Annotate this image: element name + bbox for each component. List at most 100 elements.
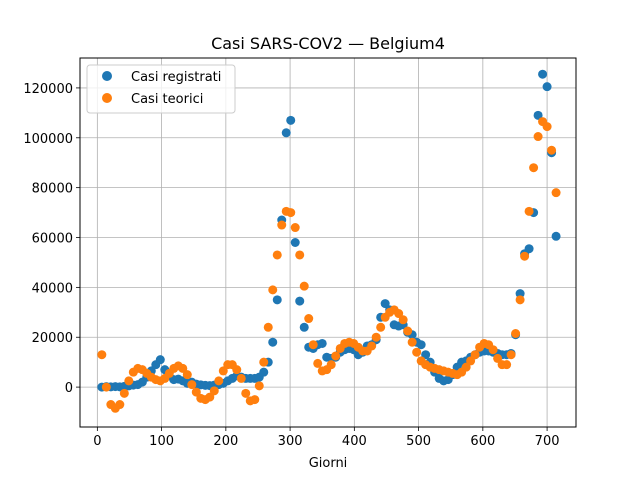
x-axis-ticks: 0 100 200 300 400 500 600 700 [93,427,560,449]
data-points [97,69,561,413]
data-point-casi-teorici [178,363,188,373]
y-tick-label: 120000 [23,82,73,97]
data-point-casi-teorici [371,332,381,342]
data-point-casi-teorici [466,356,476,366]
legend-label-casi-registrati: Casi registrati [131,70,221,85]
data-point-casi-teorici [232,365,242,375]
y-tick-label: 80000 [32,182,73,197]
data-point-casi-teorici [214,376,224,386]
data-point-casi-teorici [236,373,246,383]
data-point-casi-teorici [367,341,377,351]
data-point-casi-teorici [551,188,561,198]
data-point-casi-teorici [299,281,309,291]
data-point-casi-teorici [533,132,543,142]
grid-lines [80,58,576,427]
x-axis-label: Giorni [309,456,348,471]
data-point-casi-teorici [205,392,215,402]
y-tick-label: 0 [65,381,73,396]
data-point-casi-teorici [493,353,503,363]
data-point-casi-teorici [308,340,318,350]
y-tick-label: 60000 [32,232,73,247]
data-point-casi-teorici [403,326,413,336]
data-point-casi-teorici [259,357,269,367]
x-tick-label: 400 [342,434,367,449]
data-point-casi-teorici [254,381,264,391]
data-point-casi-registrati [542,82,552,92]
data-point-casi-teorici [268,285,278,295]
data-point-casi-teorici [304,314,314,324]
data-point-casi-registrati [295,296,305,306]
y-tick-label: 40000 [32,281,73,296]
x-tick-label: 100 [149,434,174,449]
data-point-casi-registrati [416,340,426,350]
y-tick-label: 100000 [23,132,73,147]
data-point-casi-registrati [259,367,269,377]
data-point-casi-teorici [124,376,134,386]
data-point-casi-teorici [218,366,228,376]
data-point-casi-teorici [187,380,197,390]
data-point-casi-teorici [295,250,305,260]
data-point-casi-teorici [520,251,530,261]
data-point-casi-registrati [538,69,548,79]
data-point-casi-teorici [277,220,287,230]
data-point-casi-registrati [524,244,534,254]
data-point-casi-registrati [533,110,543,120]
data-point-casi-teorici [209,386,219,396]
data-point-casi-teorici [331,351,341,361]
data-point-casi-teorici [115,400,125,410]
data-point-casi-registrati [515,289,525,299]
data-point-casi-teorici [502,360,512,370]
data-point-casi-teorici [470,350,480,360]
data-point-casi-teorici [272,250,282,260]
data-point-casi-teorici [394,309,404,319]
data-point-casi-teorici [547,145,557,155]
data-point-casi-registrati [155,355,165,365]
data-point-casi-teorici [461,362,471,372]
data-point-casi-registrati [281,128,291,138]
chart-title: Casi SARS-COV2 — Belgium4 [211,34,445,53]
plot-frame [79,57,577,428]
data-point-casi-teorici [313,358,323,368]
data-point-casi-teorici [529,163,539,173]
data-point-casi-registrati [380,299,390,309]
data-point-casi-teorici [263,322,273,332]
data-point-casi-teorici [182,370,192,380]
data-point-casi-registrati [272,295,282,305]
x-tick-label: 300 [278,434,303,449]
x-tick-label: 0 [93,434,101,449]
data-point-casi-teorici [524,206,534,216]
data-point-casi-teorici [191,387,201,397]
data-point-casi-teorici [515,295,525,305]
data-point-casi-registrati [421,350,431,360]
data-point-casi-teorici [119,388,129,398]
data-point-casi-teorici [511,329,521,339]
data-point-casi-registrati [551,231,561,241]
legend-marker-casi-teorici [102,93,112,103]
data-point-casi-registrati [290,238,300,247]
data-point-casi-teorici [542,122,552,132]
data-point-casi-teorici [326,360,336,370]
x-tick-label: 500 [406,434,431,449]
data-point-casi-teorici [290,223,300,233]
data-point-casi-teorici [506,350,516,360]
data-point-casi-registrati [268,337,278,347]
data-point-casi-teorici [286,208,296,218]
x-tick-label: 600 [470,434,495,449]
x-tick-label: 200 [213,434,238,449]
y-tick-label: 20000 [32,331,73,346]
y-axis-ticks: 0 20000 40000 60000 80000 100000 120000 [23,82,80,396]
legend-box [86,64,236,114]
x-tick-label: 700 [535,434,560,449]
data-point-casi-teorici [398,315,408,325]
data-point-casi-teorici [412,347,422,357]
data-point-casi-teorici [376,322,386,332]
data-point-casi-teorici [101,382,111,392]
data-point-casi-teorici [250,395,260,405]
data-point-casi-registrati [299,322,309,332]
data-point-casi-registrati [317,338,327,348]
legend: Casi registrati Casi teorici [86,64,236,114]
legend-label-casi-teorici: Casi teorici [131,92,203,107]
legend-marker-casi-registrati [102,71,112,81]
data-point-casi-teorici [488,345,498,355]
